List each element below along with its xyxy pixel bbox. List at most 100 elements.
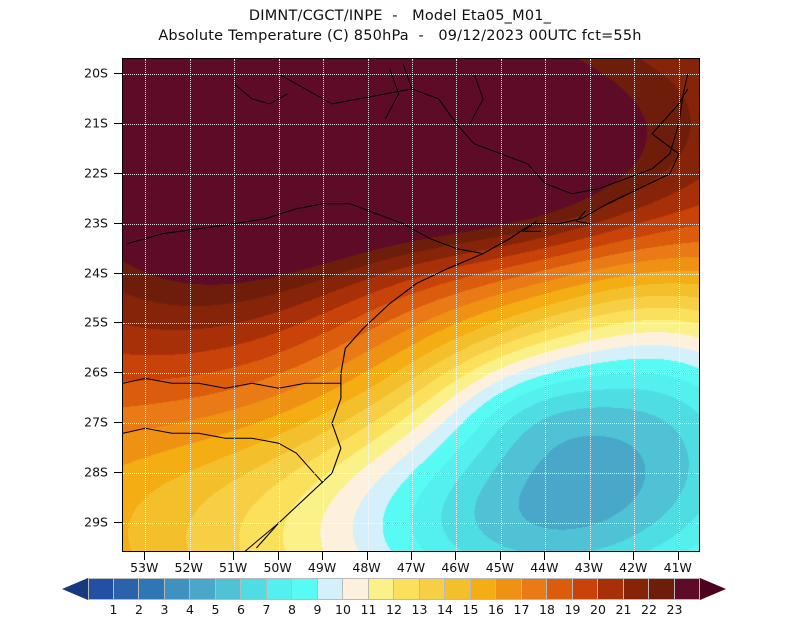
y-tick-label: 27S — [84, 414, 108, 430]
colorbar-cell — [88, 578, 114, 600]
colorbar-cell — [572, 578, 598, 600]
x-tick-label: 42W — [619, 560, 648, 575]
title-line-2: Absolute Temperature (C) 850hPa - 09/12/… — [158, 28, 642, 44]
x-tick-label: 47W — [396, 560, 426, 575]
colorbar-cell — [317, 578, 343, 600]
title-line-1: DIMNT/CGCT/INPE - Model Eta05_M01_ — [248, 8, 552, 24]
colorbar-cell — [368, 578, 394, 600]
y-tick-label: 24S — [84, 265, 108, 281]
coastline-path — [469, 73, 484, 125]
colorbar-tick-label: 3 — [160, 602, 169, 617]
colorbar-cell — [445, 578, 471, 600]
colorbar-tick-label: 10 — [335, 602, 351, 617]
map-plot-area[interactable] — [122, 58, 700, 552]
x-tick-mark — [233, 552, 235, 560]
colorbar-cell — [343, 578, 369, 600]
colorbar-tick-label: 16 — [488, 602, 504, 617]
colorbar-tick-label: 9 — [313, 602, 322, 617]
y-tick-label: 20S — [84, 65, 108, 81]
y-tick-mark — [114, 222, 122, 224]
y-tick-mark — [114, 72, 122, 74]
coastline-path — [123, 377, 341, 389]
x-tick-label: 45W — [485, 560, 515, 575]
x-tick-label: 52W — [174, 560, 203, 575]
coastline-path — [402, 63, 413, 90]
coastline-path — [575, 210, 590, 225]
colorbar-tick-label: 1 — [109, 602, 118, 617]
colorbar-tick-label: 21 — [615, 602, 632, 617]
colorbar-tick-label: 2 — [135, 602, 143, 617]
y-tick-mark — [114, 172, 122, 174]
temperature-field — [123, 59, 699, 551]
colorbar-cell — [623, 578, 649, 600]
x-tick-label: 44W — [530, 560, 559, 575]
x-tick-label: 46W — [441, 560, 470, 575]
colorbar-tick-label: 20 — [590, 602, 606, 617]
x-tick-mark — [588, 552, 590, 560]
y-tick-mark — [114, 522, 122, 524]
y-tick-label: 22S — [84, 165, 108, 181]
colorbar-cell — [598, 578, 624, 600]
x-tick-mark — [411, 552, 412, 560]
y-tick-mark — [114, 422, 122, 424]
x-tick-label: 48W — [352, 560, 381, 575]
x-tick-mark — [499, 552, 501, 560]
colorbar-tick-label: 23 — [666, 602, 683, 617]
y-tick-label: 21S — [84, 115, 108, 131]
y-tick-mark — [114, 322, 122, 324]
x-tick-label: 53W — [130, 560, 159, 575]
coastline-path — [255, 88, 689, 549]
coastline-path — [123, 427, 324, 484]
x-tick-mark — [277, 552, 279, 560]
colorbar-tick-label: 15 — [462, 602, 479, 617]
colorbar-cell — [674, 578, 700, 600]
x-tick-mark — [188, 552, 190, 560]
x-tick-label: 49W — [307, 560, 337, 575]
colorbar-tick-label: 18 — [539, 602, 555, 617]
colorbar-tick-label: 4 — [186, 602, 194, 617]
colorbar-cell — [266, 578, 292, 600]
colorbar-cell — [164, 578, 190, 600]
y-tick-label: 26S — [84, 364, 108, 380]
y-tick-mark — [114, 272, 122, 274]
y-tick-label: 23S — [84, 215, 108, 231]
colorbar-cell — [394, 578, 420, 600]
colorbar-tick-label: 14 — [437, 602, 453, 617]
colorbar-cell — [496, 578, 522, 600]
coastline-overlay — [123, 63, 689, 551]
colorbar-tick-label: 17 — [513, 602, 530, 617]
coastline-path — [244, 522, 279, 551]
colorbar-cells — [88, 578, 700, 600]
y-tick-label: 28S — [84, 464, 108, 480]
colorbar-cell — [215, 578, 241, 600]
y-tick-label: 29S — [84, 514, 108, 530]
x-tick-mark — [677, 552, 679, 560]
x-tick-label: 51W — [219, 560, 248, 575]
colorbar-tick-label: 6 — [237, 602, 245, 617]
colorbar-tick-label: 19 — [564, 602, 581, 617]
x-tick-mark — [322, 552, 324, 560]
colorbar-tick-label: 13 — [411, 602, 428, 617]
colorbar-tick-label: 7 — [262, 602, 271, 617]
colorbar[interactable]: 1 2 3 4 5 6 7 8 9 10 11 12 13 14 15 16 17 18 19 20 21 22 23 — [0, 574, 800, 618]
colorbar-tick-label: 22 — [641, 602, 657, 617]
coastline-path — [669, 73, 689, 154]
x-tick-label: 41W — [663, 560, 692, 575]
x-tick-mark — [144, 552, 146, 560]
y-tick-label: 25S — [84, 314, 108, 330]
x-tick-label: 43W — [574, 560, 603, 575]
x-tick-label: 50W — [263, 560, 292, 575]
colorbar-cell — [521, 578, 547, 600]
colorbar-tick-label: 11 — [360, 602, 377, 617]
colorbar-cell — [292, 578, 318, 600]
x-tick-mark — [633, 552, 635, 560]
colorbar-tick-label: 5 — [211, 602, 220, 617]
y-tick-mark — [114, 122, 122, 124]
coastline-path — [278, 73, 671, 195]
colorbar-cell — [113, 578, 139, 600]
x-tick-mark — [366, 552, 368, 560]
chart-title-block: DIMNT/CGCT/INPE - Model Eta05_M01_ Absol… — [0, 6, 800, 46]
colorbar-tick-label: 8 — [288, 602, 296, 617]
coastline-path — [233, 83, 288, 105]
colorbar-cell — [241, 578, 267, 600]
